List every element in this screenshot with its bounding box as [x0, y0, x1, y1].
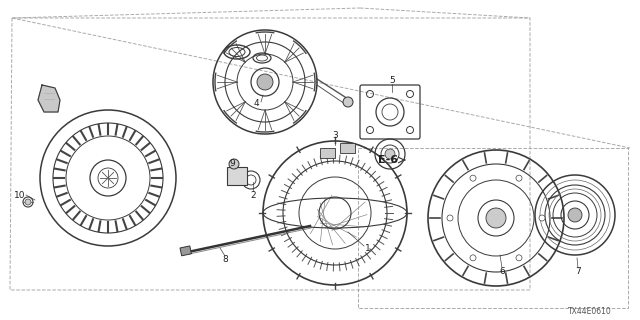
Bar: [227, 167, 247, 185]
Bar: [180, 246, 191, 256]
Bar: [340, 143, 355, 153]
Polygon shape: [38, 85, 60, 112]
Text: 10: 10: [14, 190, 26, 199]
Text: 3: 3: [332, 131, 338, 140]
Circle shape: [470, 255, 476, 261]
Text: 5: 5: [389, 76, 395, 84]
Circle shape: [470, 175, 476, 181]
Text: 2: 2: [250, 190, 256, 199]
Bar: [320, 148, 335, 158]
Circle shape: [516, 175, 522, 181]
Text: 6: 6: [499, 268, 505, 276]
Circle shape: [343, 97, 353, 107]
Circle shape: [568, 208, 582, 222]
Text: E-6: E-6: [378, 155, 398, 165]
Circle shape: [257, 74, 273, 90]
Circle shape: [486, 208, 506, 228]
Circle shape: [229, 159, 239, 169]
Circle shape: [385, 149, 395, 159]
Text: 8: 8: [222, 255, 228, 265]
Text: 7: 7: [575, 268, 581, 276]
Text: TX44E0610: TX44E0610: [568, 308, 612, 316]
Circle shape: [516, 255, 522, 261]
Circle shape: [447, 215, 453, 221]
Circle shape: [25, 199, 31, 205]
Circle shape: [539, 215, 545, 221]
Text: 9: 9: [229, 158, 235, 167]
Text: 4: 4: [253, 99, 259, 108]
Text: 1: 1: [365, 244, 371, 252]
